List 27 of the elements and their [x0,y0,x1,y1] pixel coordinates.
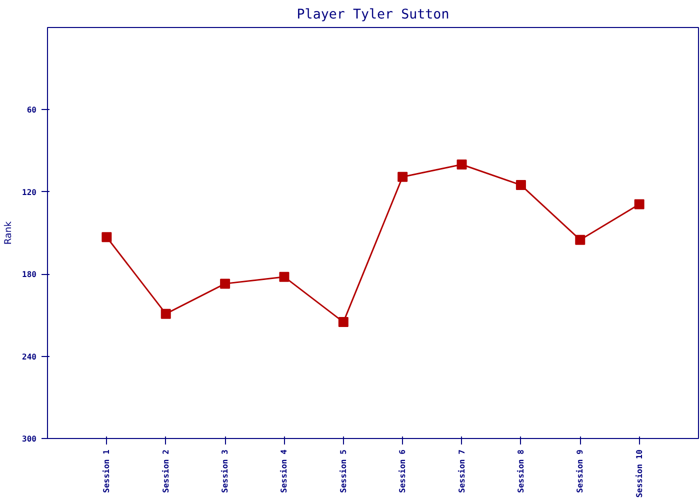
x-tick-label: Session 7 [457,449,466,493]
x-tick-label: Session 6 [398,449,408,493]
chart-title: Player Tyler Sutton [296,8,450,22]
point [516,180,526,190]
point [220,278,230,289]
x-tick-label: Session 4 [280,449,289,493]
x-tick-label: Session 10 [634,449,644,498]
y-tick-label: 180 [22,270,37,280]
x-tick-label: Session 2 [161,449,170,493]
point [338,317,348,328]
point [456,160,467,170]
point [575,234,586,245]
x-tick-label: Session 8 [516,449,526,493]
point [279,272,290,282]
point [102,232,112,242]
x-tick-label: Session 9 [576,449,585,493]
point [398,172,408,182]
point [160,308,171,319]
y-tick-label: 60 [26,106,37,115]
x-tick-label: Session 1 [102,449,112,493]
y-tick-label: 120 [22,188,37,197]
y-axis-title: Rank [3,220,14,245]
point [634,199,644,210]
x-tick-label: Session 5 [338,449,348,493]
x-tick-label: Session 3 [220,449,230,493]
y-tick-label: 240 [22,352,37,362]
y-tick-label: 300 [22,434,37,444]
